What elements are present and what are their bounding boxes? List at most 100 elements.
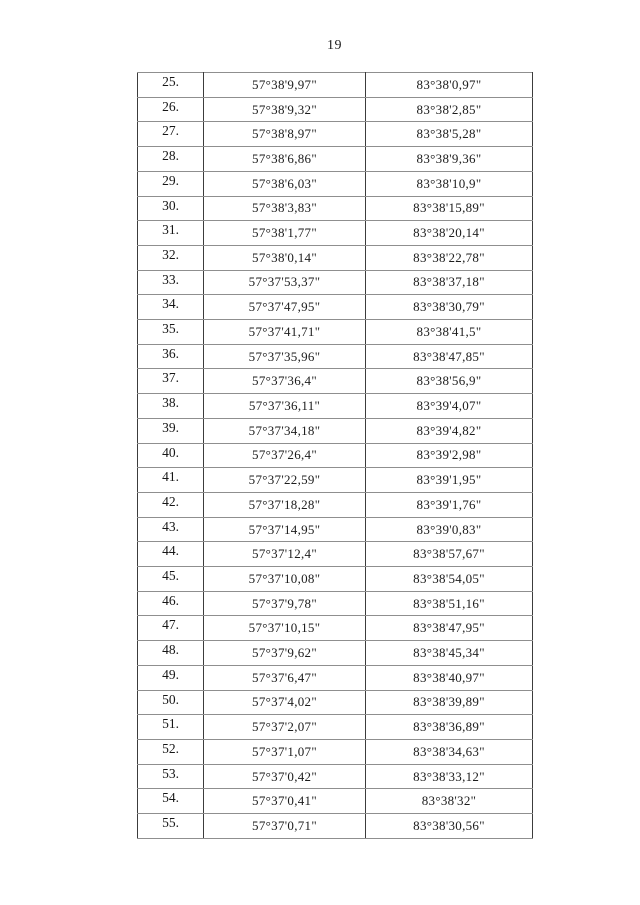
latitude-cell: 57°37'35,96": [203, 343, 366, 370]
table-row: 26. 57°38'9,32" 83°38'2,85": [137, 96, 533, 123]
latitude-cell: 57°37'0,42": [203, 763, 366, 790]
row-number-cell: 46.: [137, 590, 204, 617]
longitude-cell: 83°38'37,18": [365, 269, 533, 296]
table-row: 54. 57°37'0,41" 83°38'32": [137, 788, 533, 815]
table-row: 53. 57°37'0,42" 83°38'33,12": [137, 763, 533, 790]
row-number-cell: 26.: [137, 96, 204, 123]
latitude-cell: 57°38'1,77": [203, 220, 366, 246]
longitude-cell: 83°38'22,78": [365, 244, 533, 271]
table-row: 27. 57°38'8,97" 83°38'5,28": [137, 121, 533, 148]
latitude-cell: 57°37'41,71": [203, 319, 366, 345]
table-row: 42. 57°37'18,28" 83°39'1,76": [137, 491, 533, 518]
longitude-cell: 83°38'56,9": [365, 368, 533, 395]
longitude-cell: 83°38'15,89": [365, 195, 533, 222]
row-number-cell: 54.: [137, 788, 204, 815]
latitude-cell: 57°37'26,4": [203, 442, 366, 469]
latitude-cell: 57°37'10,08": [203, 566, 366, 592]
table-row: 50. 57°37'4,02" 83°38'39,89": [137, 689, 533, 716]
row-number-cell: 30.: [137, 195, 204, 222]
longitude-cell: 83°38'39,89": [365, 689, 533, 716]
table-row: 34. 57°37'47,95" 83°38'30,79": [137, 294, 533, 321]
longitude-cell: 83°38'32": [365, 788, 533, 815]
table-row: 39. 57°37'34,18" 83°39'4,82": [137, 417, 533, 444]
table-row: 35. 57°37'41,71" 83°38'41,5": [137, 319, 533, 345]
table-row: 25. 57°38'9,97" 83°38'0,97": [137, 72, 533, 98]
latitude-cell: 57°37'1,07": [203, 738, 366, 765]
table-row: 49. 57°37'6,47" 83°38'40,97": [137, 664, 533, 691]
latitude-cell: 57°37'53,37": [203, 269, 366, 296]
table-row: 43. 57°37'14,95" 83°39'0,83": [137, 516, 533, 543]
table-row: 44. 57°37'12,4" 83°38'57,67": [137, 541, 533, 568]
row-number-cell: 48.: [137, 640, 204, 666]
latitude-cell: 57°37'47,95": [203, 294, 366, 321]
table-row: 46. 57°37'9,78" 83°38'51,16": [137, 590, 533, 617]
longitude-cell: 83°38'20,14": [365, 220, 533, 246]
table-row: 52. 57°37'1,07" 83°38'34,63": [137, 738, 533, 765]
longitude-cell: 83°38'47,85": [365, 343, 533, 370]
row-number-cell: 55.: [137, 813, 204, 839]
longitude-cell: 83°38'5,28": [365, 121, 533, 148]
latitude-cell: 57°37'10,15": [203, 615, 366, 642]
row-number-cell: 40.: [137, 442, 204, 469]
latitude-cell: 57°37'22,59": [203, 467, 366, 493]
row-number-cell: 41.: [137, 467, 204, 493]
latitude-cell: 57°37'12,4": [203, 541, 366, 568]
page-number: 19: [327, 38, 342, 53]
table-row: 28. 57°38'6,86" 83°38'9,36": [137, 146, 533, 172]
latitude-cell: 57°37'0,71": [203, 813, 366, 839]
longitude-cell: 83°38'9,36": [365, 146, 533, 172]
longitude-cell: 83°38'34,63": [365, 738, 533, 765]
table-row: 29. 57°38'6,03" 83°38'10,9": [137, 170, 533, 197]
row-number-cell: 53.: [137, 763, 204, 790]
latitude-cell: 57°37'14,95": [203, 516, 366, 543]
longitude-cell: 83°38'40,97": [365, 664, 533, 691]
longitude-cell: 83°38'0,97": [365, 72, 533, 98]
longitude-cell: 83°38'10,9": [365, 170, 533, 197]
latitude-cell: 57°37'0,41": [203, 788, 366, 815]
row-number-cell: 45.: [137, 566, 204, 592]
longitude-cell: 83°38'45,34": [365, 640, 533, 666]
latitude-cell: 57°38'3,83": [203, 195, 366, 222]
table-row: 51. 57°37'2,07" 83°38'36,89": [137, 714, 533, 740]
row-number-cell: 47.: [137, 615, 204, 642]
table-row: 45. 57°37'10,08" 83°38'54,05": [137, 566, 533, 592]
row-number-cell: 42.: [137, 491, 204, 518]
row-number-cell: 49.: [137, 664, 204, 691]
latitude-cell: 57°38'6,03": [203, 170, 366, 197]
longitude-cell: 83°38'30,56": [365, 813, 533, 839]
longitude-cell: 83°39'4,82": [365, 417, 533, 444]
latitude-cell: 57°38'6,86": [203, 146, 366, 172]
row-number-cell: 25.: [137, 72, 204, 98]
row-number-cell: 35.: [137, 319, 204, 345]
longitude-cell: 83°39'4,07": [365, 393, 533, 419]
row-number-cell: 29.: [137, 170, 204, 197]
longitude-cell: 83°38'33,12": [365, 763, 533, 790]
table-row: 47. 57°37'10,15" 83°38'47,95": [137, 615, 533, 642]
longitude-cell: 83°38'41,5": [365, 319, 533, 345]
longitude-cell: 83°38'54,05": [365, 566, 533, 592]
table-row: 55. 57°37'0,71" 83°38'30,56": [137, 813, 533, 839]
row-number-cell: 36.: [137, 343, 204, 370]
latitude-cell: 57°37'36,4": [203, 368, 366, 395]
longitude-cell: 83°38'51,16": [365, 590, 533, 617]
row-number-cell: 50.: [137, 689, 204, 716]
latitude-cell: 57°38'8,97": [203, 121, 366, 148]
latitude-cell: 57°37'6,47": [203, 664, 366, 691]
table-row: 30. 57°38'3,83" 83°38'15,89": [137, 195, 533, 222]
coordinates-table: 25. 57°38'9,97" 83°38'0,97" 26. 57°38'9,32" 8…: [137, 72, 533, 839]
latitude-cell: 57°37'9,62": [203, 640, 366, 666]
table-row: 37. 57°37'36,4" 83°38'56,9": [137, 368, 533, 395]
row-number-cell: 33.: [137, 269, 204, 296]
table-row: 48. 57°37'9,62" 83°38'45,34": [137, 640, 533, 666]
row-number-cell: 34.: [137, 294, 204, 321]
row-number-cell: 52.: [137, 738, 204, 765]
longitude-cell: 83°39'0,83": [365, 516, 533, 543]
table-row: 31. 57°38'1,77" 83°38'20,14": [137, 220, 533, 246]
longitude-cell: 83°38'30,79": [365, 294, 533, 321]
row-number-cell: 38.: [137, 393, 204, 419]
table-row: 36. 57°37'35,96" 83°38'47,85": [137, 343, 533, 370]
longitude-cell: 83°39'1,95": [365, 467, 533, 493]
table-row: 32. 57°38'0,14" 83°38'22,78": [137, 244, 533, 271]
latitude-cell: 57°37'18,28": [203, 491, 366, 518]
